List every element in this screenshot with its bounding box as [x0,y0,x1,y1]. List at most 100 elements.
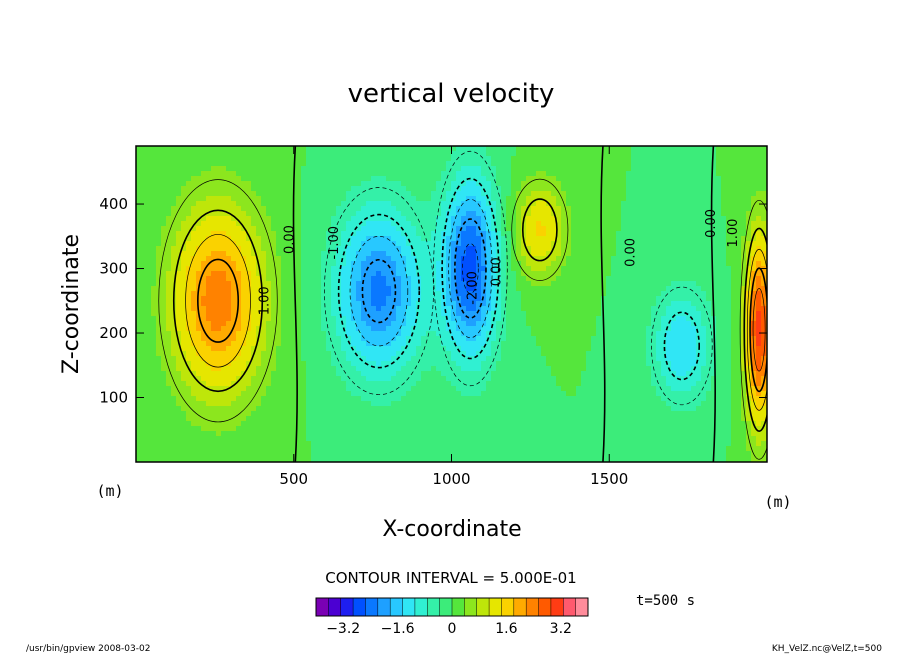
field-cell [761,291,767,297]
field-cell [361,156,367,162]
field-cell [491,206,497,212]
field-cell [491,321,497,327]
field-cell [226,161,232,167]
field-cell [636,326,642,332]
field-cell [686,321,692,327]
field-cell [201,266,207,272]
field-cell [141,316,147,322]
field-cell [291,286,297,292]
field-cell [716,176,722,182]
field-cell [211,216,217,222]
field-cell [516,271,522,277]
field-cell [501,241,507,247]
field-cell [261,166,267,172]
field-cell [296,191,302,197]
field-cell [321,181,327,187]
field-cell [526,296,532,302]
field-cell [731,226,737,232]
field-cell [231,161,237,167]
field-cell [521,296,527,302]
field-cell [496,206,502,212]
field-cell [556,321,562,327]
field-cell [241,341,247,347]
field-cell [266,291,272,297]
field-cell [596,216,602,222]
field-cell [276,156,282,162]
field-cell [691,206,697,212]
field-cell [706,241,712,247]
field-cell [761,236,767,242]
field-cell [216,241,222,247]
field-cell [146,171,152,177]
field-cell [176,226,182,232]
field-cell [621,291,627,297]
field-cell [666,156,672,162]
field-cell [436,281,442,287]
field-cell [291,331,297,337]
field-cell [141,176,147,182]
field-cell [211,161,217,167]
field-cell [166,306,172,312]
field-cell [231,231,237,237]
field-cell [411,271,417,277]
field-cell [566,326,572,332]
field-cell [266,171,272,177]
field-cell [441,191,447,197]
field-cell [226,246,232,252]
field-cell [751,316,757,322]
field-cell [426,156,432,162]
field-cell [676,206,682,212]
field-cell [331,191,337,197]
field-cell [401,181,407,187]
field-cell [221,331,227,337]
field-cell [676,231,682,237]
field-cell [691,256,697,262]
field-cell [731,326,737,332]
field-cell [501,201,507,207]
field-cell [151,196,157,202]
field-cell [206,246,212,252]
field-cell [341,206,347,212]
field-cell [686,301,692,307]
field-cell [501,276,507,282]
field-cell [301,226,307,232]
field-cell [576,196,582,202]
field-cell [141,331,147,337]
field-cell [351,311,357,317]
field-cell [681,146,687,152]
field-cell [351,276,357,282]
field-cell [361,231,367,237]
field-cell [176,231,182,237]
field-cell [236,276,242,282]
field-cell [191,316,197,322]
field-cell [151,326,157,332]
field-cell [651,326,657,332]
field-cell [631,331,637,337]
field-cell [371,336,377,342]
field-cell [561,331,567,337]
field-cell [316,231,322,237]
field-cell [501,291,507,297]
field-cell [411,306,417,312]
field-cell [151,336,157,342]
field-cell [206,181,212,187]
field-cell [321,231,327,237]
field-cell [281,171,287,177]
field-cell [426,161,432,167]
field-cell [136,191,142,197]
field-cell [606,336,612,342]
field-cell [241,216,247,222]
field-cell [331,221,337,227]
field-cell [746,276,752,282]
field-cell [466,166,472,172]
field-cell [181,166,187,172]
field-cell [711,151,717,157]
field-cell [496,176,502,182]
field-cell [236,261,242,267]
field-cell [151,266,157,272]
field-cell [536,301,542,307]
field-cell [411,321,417,327]
field-cell [211,286,217,292]
field-cell [486,321,492,327]
field-cell [411,181,417,187]
